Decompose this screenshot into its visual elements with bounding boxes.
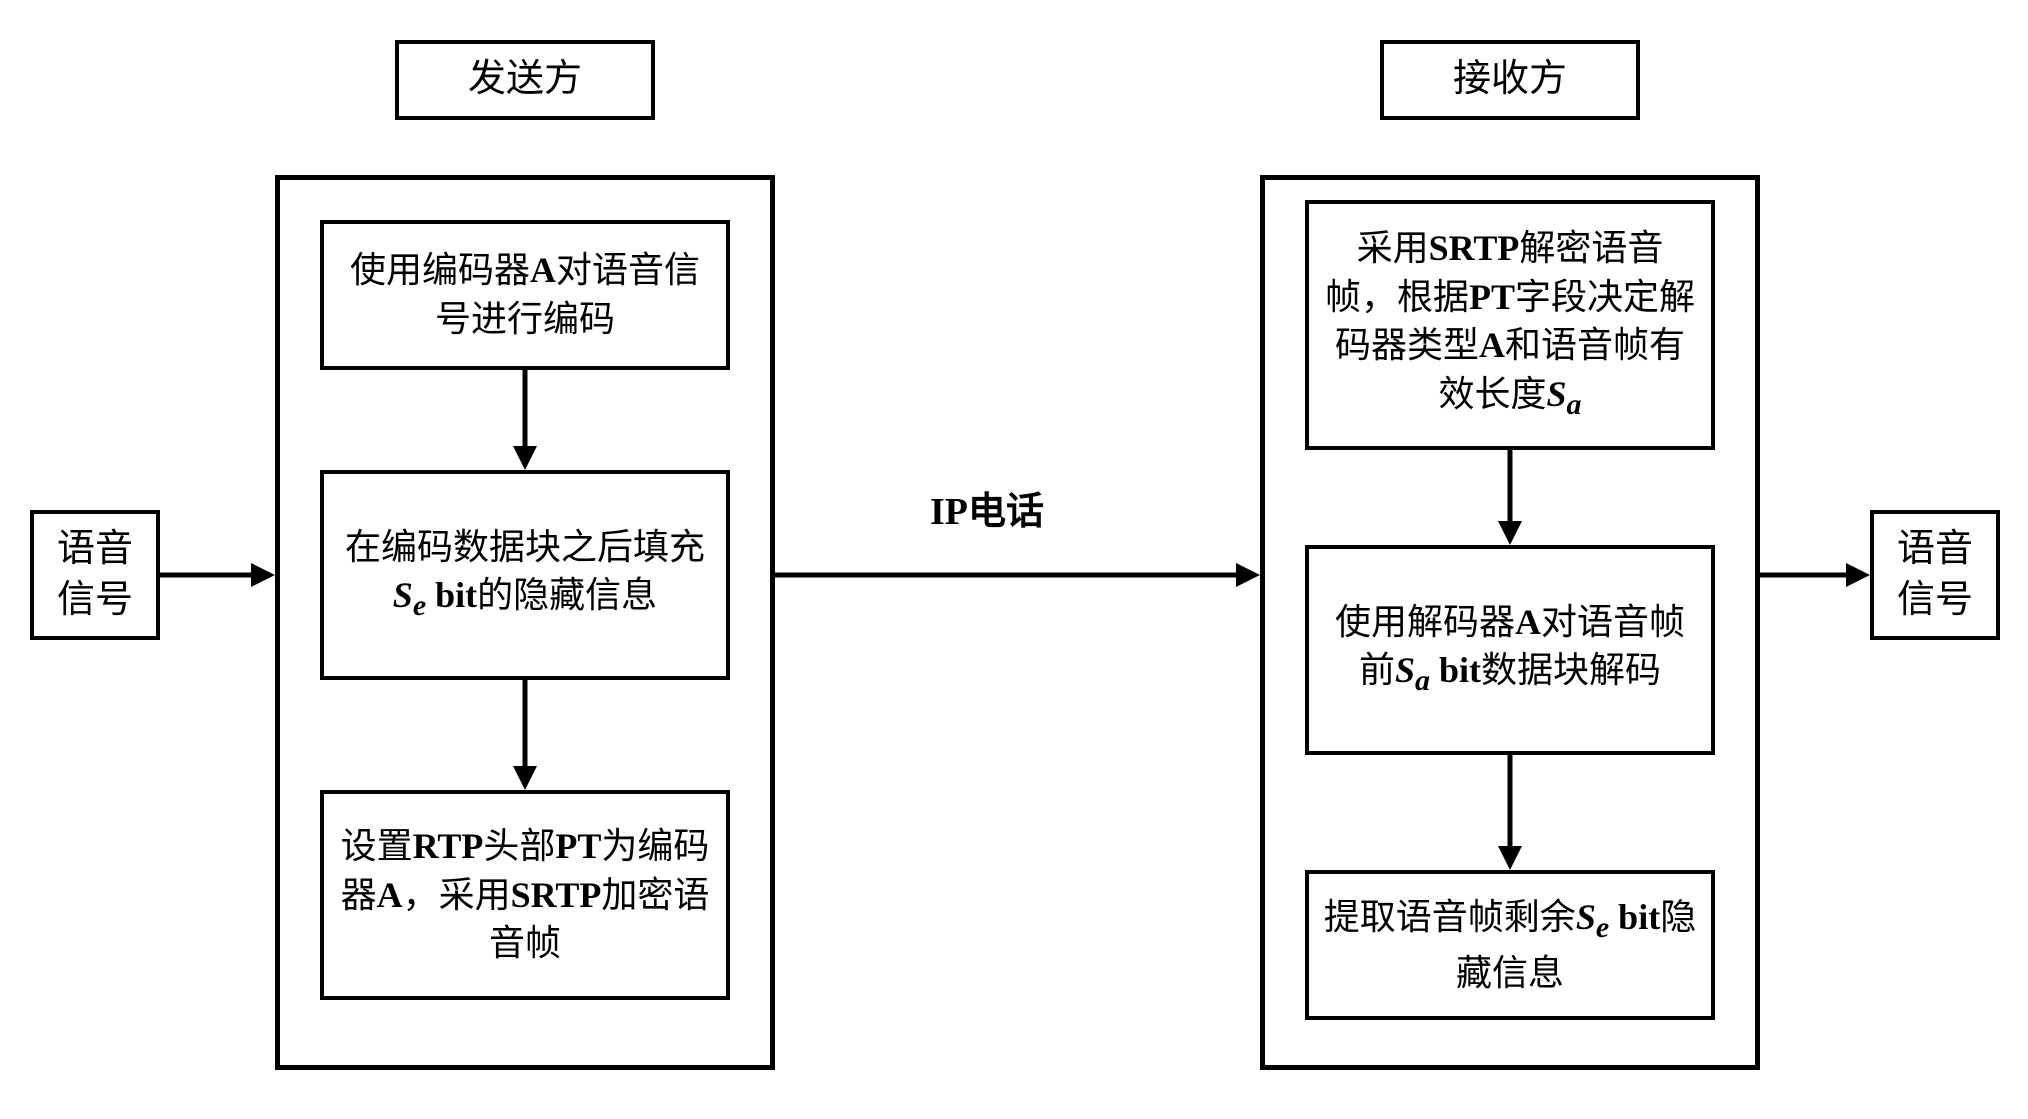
receiver-step-1: 采用SRTP解密语音帧，根据PT字段决定解码器类型A和语音帧有效长度Sa [1305, 200, 1715, 450]
arrow-s1-s2 [495, 340, 555, 500]
receiver-title-box: 接收方 [1380, 40, 1640, 120]
receiver-step-2-text: 使用解码器A对语音帧前Sa bit数据块解码 [1321, 598, 1699, 702]
voice-out-label: 语音信号 [1886, 524, 1984, 627]
arrow-r1-r2 [1480, 420, 1540, 575]
arrow-voice-out [1730, 545, 1900, 605]
arrow-voice-in [130, 545, 305, 605]
receiver-step-1-text: 采用SRTP解密语音帧，根据PT字段决定解码器类型A和语音帧有效长度Sa [1321, 224, 1699, 425]
arrow-sender-receiver [745, 545, 1290, 605]
sender-step-3-text: 设置RTP头部PT为编码器A，采用SRTP加密语音帧 [336, 822, 714, 968]
ip-phone-label: IP电话 [930, 480, 1044, 535]
arrow-s2-s3 [495, 650, 555, 820]
arrow-r2-r3 [1480, 725, 1540, 900]
sender-step-3: 设置RTP头部PT为编码器A，采用SRTP加密语音帧 [320, 790, 730, 1000]
sender-title: 发送方 [468, 54, 582, 105]
sender-step-1-text: 使用编码器A对语音信号进行编码 [336, 246, 714, 343]
receiver-step-2: 使用解码器A对语音帧前Sa bit数据块解码 [1305, 545, 1715, 755]
sender-title-box: 发送方 [395, 40, 655, 120]
sender-step-2-text: 在编码数据块之后填充Se bit的隐藏信息 [336, 523, 714, 627]
receiver-title: 接收方 [1453, 54, 1567, 105]
sender-step-2: 在编码数据块之后填充Se bit的隐藏信息 [320, 470, 730, 680]
receiver-step-3-text: 提取语音帧剩余Se bit隐藏信息 [1321, 893, 1699, 997]
